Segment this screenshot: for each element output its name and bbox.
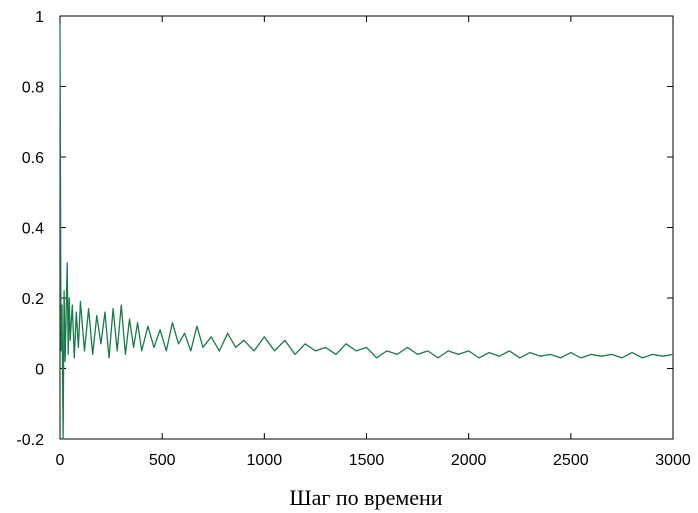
- x-tick-label: 2500: [553, 452, 589, 469]
- x-axis-title: Шаг по времени: [289, 485, 442, 510]
- x-tick-label: 1500: [349, 452, 385, 469]
- y-tick-label: 0.2: [22, 291, 44, 308]
- plot-area: [59, 15, 674, 440]
- x-tick-label: 1000: [247, 452, 283, 469]
- series-group: [59, 23, 674, 440]
- y-tick-label: 1: [35, 9, 44, 26]
- y-tick-label: 0.8: [22, 80, 44, 97]
- x-tick-label: 2000: [451, 452, 487, 469]
- x-tick-label: 500: [149, 452, 176, 469]
- y-tick-label: -0.2: [16, 432, 44, 449]
- x-axis-ticks: 0 500 1000 1500 2000 2500 3000: [56, 16, 691, 469]
- y-tick-label: 0.4: [22, 221, 44, 238]
- series-line: [59, 23, 674, 440]
- y-tick-label: 0.6: [22, 150, 44, 167]
- x-tick-label: 3000: [655, 452, 691, 469]
- y-tick-label: 0: [35, 362, 44, 379]
- y-axis-ticks: -0.2 0 0.2 0.4 0.6 0.8 1: [16, 9, 673, 449]
- x-tick-label: 0: [56, 452, 65, 469]
